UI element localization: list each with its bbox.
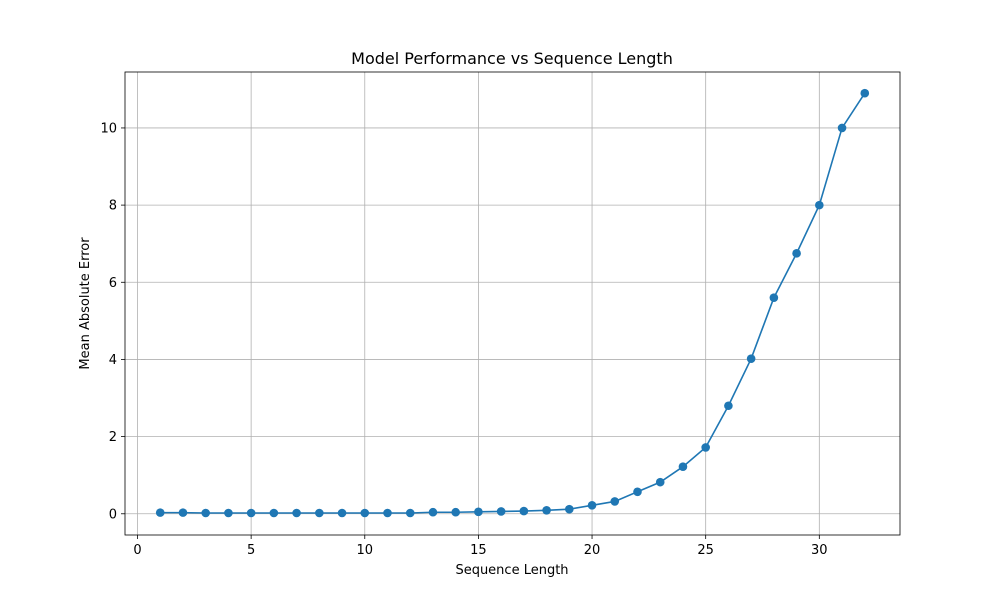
x-tick-label: 15: [470, 543, 487, 558]
data-point: [292, 508, 301, 518]
data-point: [405, 508, 415, 518]
data-point: [337, 508, 347, 518]
x-tick-label: 0: [133, 543, 141, 558]
x-tick-label: 20: [584, 543, 601, 558]
x-tick-label: 30: [811, 543, 828, 558]
data-point: [383, 508, 392, 518]
data-point: [246, 508, 256, 518]
data-point: [610, 497, 620, 506]
data-point: [496, 507, 506, 516]
data-point: [678, 462, 688, 472]
grid-layer: [125, 72, 900, 535]
y-tick-label: 0: [109, 507, 117, 522]
series-layer: [155, 88, 870, 518]
plot-frame: [124, 71, 901, 536]
y-axis-label: Mean Absolute Error: [78, 237, 93, 370]
data-point: [701, 443, 710, 452]
y-tick-label: 6: [109, 276, 117, 291]
data-point: [428, 507, 438, 517]
data-point: [178, 508, 188, 517]
x-tick-label: 10: [356, 543, 373, 558]
data-point: [565, 504, 574, 514]
data-point: [746, 354, 756, 363]
data-point: [815, 200, 824, 210]
data-point: [474, 507, 483, 517]
x-tick-label: 25: [697, 543, 714, 558]
data-point: [451, 507, 460, 517]
data-point: [587, 500, 597, 510]
data-point: [201, 508, 210, 518]
data-point: [542, 506, 551, 515]
data-point: [860, 88, 870, 98]
y-tick-label: 8: [109, 199, 117, 214]
data-point: [269, 508, 279, 518]
tick-layer: 0 5 10 15 20 25 30 0 2 4 6 8 10: [100, 121, 827, 558]
data-point: [633, 487, 642, 497]
y-tick-label: 10: [100, 121, 117, 136]
data-point: [360, 508, 370, 518]
data-point: [224, 508, 233, 518]
data-point: [655, 477, 665, 487]
data-point: [724, 401, 733, 411]
data-point: [837, 123, 847, 133]
series-line: [160, 92, 866, 514]
data-point: [315, 508, 324, 518]
y-tick-label: 2: [109, 430, 117, 445]
chart-title: Model Performance vs Sequence Length: [351, 49, 673, 68]
data-point: [155, 508, 165, 517]
data-point: [769, 293, 779, 303]
data-point: [792, 249, 801, 258]
y-tick-label: 4: [109, 353, 117, 368]
x-axis-label: Sequence Length: [455, 563, 568, 578]
x-tick-label: 5: [247, 543, 255, 558]
data-point: [519, 506, 529, 516]
